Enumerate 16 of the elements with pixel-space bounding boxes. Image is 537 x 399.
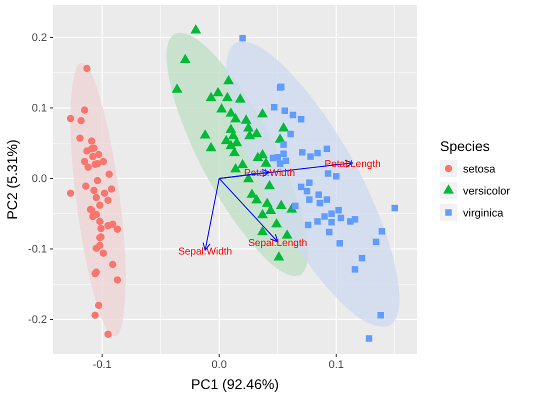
legend-title: Species	[440, 138, 490, 154]
y-tick-label: 0.0	[32, 172, 47, 185]
legend-label: setosa	[463, 164, 496, 176]
legend-label: versicolor	[463, 186, 510, 198]
annotation: Sepal.Length	[248, 238, 308, 249]
y-tick-label: -0.1	[28, 243, 47, 256]
x-tick-label: 0.0	[212, 358, 227, 371]
y-axis-title: PC2 (5.31%)	[4, 139, 20, 220]
y-tick-label: -0.2	[28, 314, 47, 326]
x-axis-title: PC1 (92.46%)	[191, 376, 279, 392]
x-tick-label: 0.1	[328, 358, 344, 371]
y-tick-label: 0.1	[32, 102, 47, 114]
legend-label: virginica	[463, 208, 504, 220]
y-tick-label: 0.2	[32, 32, 47, 44]
x-tick-label: -0.1	[92, 358, 112, 371]
annotation: Sepal.Width	[178, 246, 232, 258]
